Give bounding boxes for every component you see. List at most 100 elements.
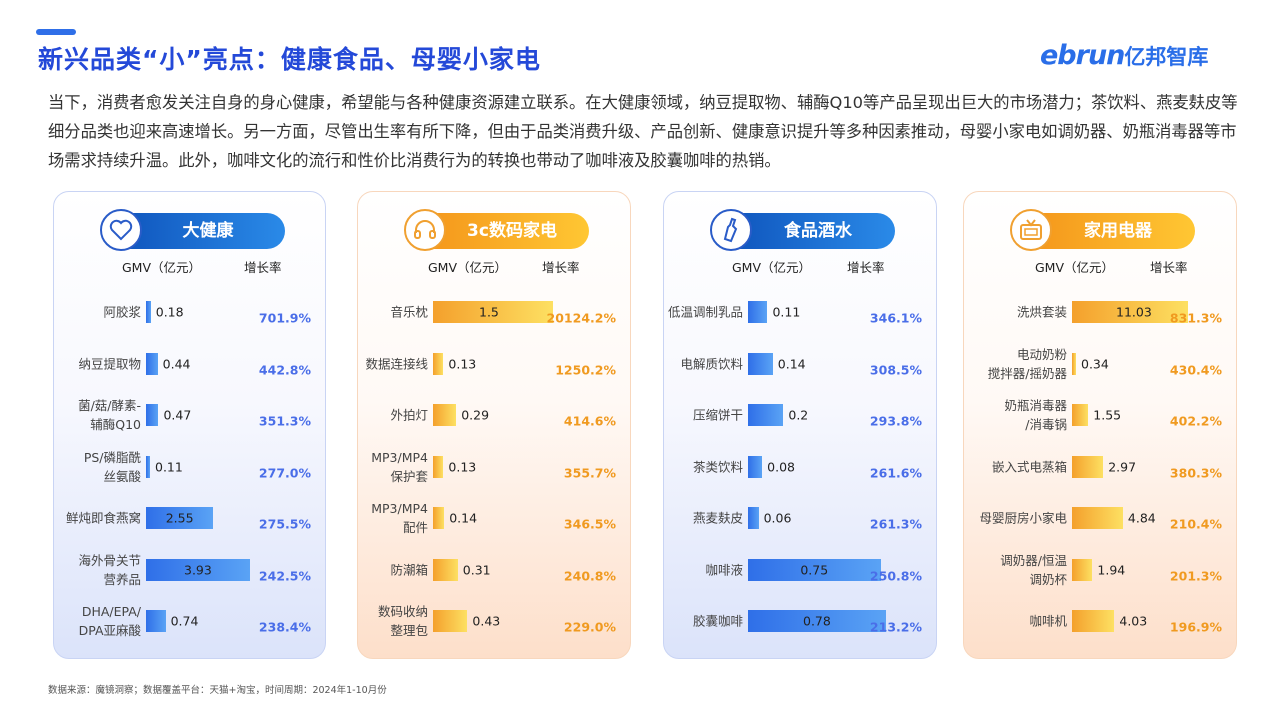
- chart-row: 纳豆提取物 0.44 442.8%: [54, 344, 325, 384]
- growth-value: 250.8%: [869, 568, 922, 583]
- chart-row: PS/磷脂酰 丝氨酸 0.11 277.0%: [54, 447, 325, 487]
- category-label: 电解质饮料: [680, 356, 743, 371]
- growth-value: 229.0%: [563, 619, 616, 635]
- growth-value: 213.2%: [869, 619, 922, 635]
- gmv-bar: [433, 558, 458, 581]
- gmv-value: 0.11: [772, 304, 801, 320]
- gmv-value: 0.13: [448, 356, 477, 371]
- category-label: 洗烘套装: [1016, 304, 1067, 320]
- heart-icon: [100, 209, 142, 251]
- chart-card-2: 食品酒水 GMV（亿元） 增长率 低温调制乳品 0.11 346.1% 电解质饮…: [663, 191, 937, 659]
- logo-brand: ebrun: [1040, 40, 1125, 71]
- gmv-bar: [1072, 507, 1123, 529]
- gmv-value: 0.78: [803, 613, 831, 629]
- gmv-value: 0.31: [462, 562, 491, 577]
- growth-value: 261.6%: [869, 465, 922, 480]
- chart-card-1: 3c数码家电 GMV（亿元） 增长率 音乐枕 1.5 20124.2% 数据连接…: [357, 191, 631, 659]
- gmv-value: 1.94: [1097, 562, 1126, 577]
- growth-value: 275.5%: [258, 516, 311, 532]
- gmv-bar: [146, 610, 166, 632]
- growth-header: 增长率: [1150, 260, 1188, 275]
- category-label: DHA/EPA/ DPA亚麻酸: [78, 604, 141, 638]
- headphones-icon: [404, 209, 446, 251]
- gmv-header: GMV（亿元）: [122, 260, 202, 275]
- gmv-bar: [146, 404, 159, 426]
- chart-row: 洗烘套装 11.03 831.3%: [964, 292, 1236, 332]
- category-label: 纳豆提取物: [78, 356, 141, 371]
- chart-row: 奶瓶消毒器 /消毒锅 1.55 402.2%: [964, 395, 1236, 435]
- gmv-bar: [748, 301, 768, 323]
- category-label: 胶囊咖啡: [692, 613, 743, 629]
- gmv-value: 0.74: [170, 613, 199, 629]
- category-label: 压缩饼干: [692, 407, 743, 423]
- gmv-header: GMV（亿元）: [1035, 260, 1115, 275]
- chart-row: 胶囊咖啡 0.78 213.2%: [664, 601, 936, 641]
- gmv-value: 0.08: [767, 459, 795, 474]
- gmv-bar: [748, 352, 773, 375]
- growth-value: 414.6%: [563, 413, 616, 429]
- chart-row: 数据连接线 0.13 1250.2%: [358, 344, 630, 384]
- category-label: 数码收纳 整理包: [377, 604, 428, 638]
- growth-value: 402.2%: [1169, 413, 1222, 429]
- growth-value: 20124.2%: [546, 310, 616, 326]
- chart-row: 茶类饮料 0.08 261.6%: [664, 447, 936, 487]
- growth-value: 355.7%: [563, 465, 616, 480]
- gmv-value: 0.14: [449, 510, 478, 526]
- chart-row: 电动奶粉 搅拌器/摇奶器 0.34 430.4%: [964, 344, 1236, 384]
- growth-value: 701.9%: [258, 310, 311, 326]
- gmv-value: 0.06: [763, 510, 792, 526]
- gmv-value: 0.14: [777, 356, 806, 371]
- chart-row: 外拍灯 0.29 414.6%: [358, 395, 630, 435]
- gmv-value: 0.34: [1081, 356, 1109, 371]
- category-label: 调奶器/恒温 调奶杯: [1000, 552, 1067, 587]
- chart-card-0: 大健康 GMV（亿元） 增长率 阿胶浆 0.18 701.9% 纳豆提取物 0.…: [53, 191, 326, 659]
- growth-value: 201.3%: [1169, 568, 1222, 583]
- logo: ebrun亿邦智库: [1040, 40, 1208, 71]
- growth-value: 196.9%: [1169, 619, 1222, 635]
- gmv-value: 2.97: [1108, 459, 1137, 474]
- gmv-bar: [433, 507, 445, 529]
- category-label: 菌/菇/酵素- 辅酶Q10: [78, 398, 141, 432]
- gmv-bar: [433, 610, 468, 632]
- title-accent-bar: [36, 29, 76, 35]
- category-label: 数据连接线: [365, 356, 428, 371]
- chart-row: DHA/EPA/ DPA亚麻酸 0.74 238.4%: [54, 601, 325, 641]
- gmv-bar: [1072, 301, 1188, 323]
- growth-value: 380.3%: [1169, 465, 1222, 480]
- chart-card-3: 家用电器 GMV（亿元） 增长率 洗烘套装 11.03 831.3% 电动奶粉 …: [963, 191, 1237, 659]
- category-label: 电动奶粉 搅拌器/摇奶器: [987, 346, 1067, 381]
- growth-header: 增长率: [542, 260, 580, 275]
- growth-value: 261.3%: [869, 516, 922, 532]
- chart-row: 咖啡液 0.75 250.8%: [664, 550, 936, 590]
- chart-row: 数码收纳 整理包 0.43 229.0%: [358, 601, 630, 641]
- gmv-value: 0.18: [155, 304, 184, 320]
- gmv-bar: [433, 404, 457, 426]
- category-label: 奶瓶消毒器 /消毒锅: [1004, 398, 1067, 432]
- category-label: 鲜炖即食燕窝: [65, 510, 141, 526]
- bottle-icon: [710, 209, 752, 251]
- category-label: MP3/MP4 保护套: [371, 449, 428, 484]
- gmv-value: 0.75: [800, 562, 829, 577]
- gmv-bar: [748, 404, 784, 426]
- gmv-value: 3.93: [184, 562, 212, 577]
- chart-row: 防潮箱 0.31 240.8%: [358, 550, 630, 590]
- category-label: 燕麦麸皮: [692, 510, 743, 526]
- growth-value: 210.4%: [1169, 516, 1222, 532]
- gmv-value: 0.43: [472, 613, 501, 629]
- chart-row: MP3/MP4 保护套 0.13 355.7%: [358, 447, 630, 487]
- gmv-bar: [146, 558, 250, 581]
- growth-value: 240.8%: [563, 568, 616, 583]
- chart-row: 阿胶浆 0.18 701.9%: [54, 292, 325, 332]
- logo-cn: 亿邦智库: [1124, 45, 1209, 69]
- gmv-value: 4.03: [1119, 613, 1148, 629]
- gmv-value: 11.03: [1116, 304, 1152, 320]
- growth-value: 351.3%: [258, 413, 311, 429]
- gmv-bar: [1072, 352, 1076, 375]
- chart-row: 电解质饮料 0.14 308.5%: [664, 344, 936, 384]
- category-label: 茶类饮料: [692, 459, 743, 474]
- category-label: MP3/MP4 配件: [371, 501, 428, 535]
- growth-value: 242.5%: [258, 568, 311, 583]
- gmv-bar: [433, 352, 444, 375]
- chart-row: 压缩饼干 0.2 293.8%: [664, 395, 936, 435]
- intro-paragraph: 当下，消费者愈发关注自身的身心健康，希望能与各种健康资源建立联系。在大健康领域，…: [48, 93, 1238, 170]
